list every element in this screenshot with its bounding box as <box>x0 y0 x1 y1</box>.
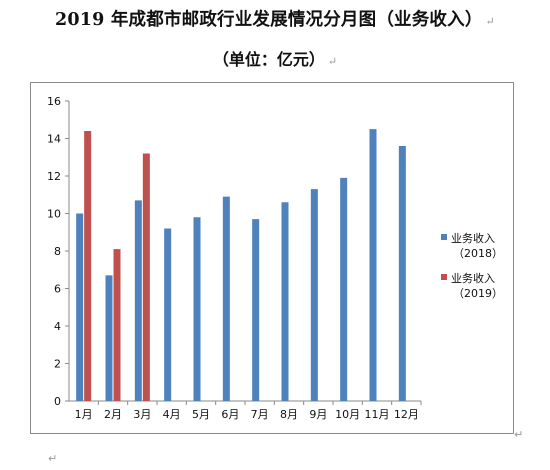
bar-series-2018 <box>310 189 318 401</box>
y-tick-label: 16 <box>47 95 61 108</box>
x-tick-label: 1月 <box>75 408 93 421</box>
chart-frame: 0 2 4 6 8 10 12 14 16 1月 2月 3月 4月 5月 6月 7月 8月 9月 10月 11月 12月… <box>30 82 514 434</box>
bar-chart: 0 2 4 6 8 10 12 14 16 1月 2月 3月 4月 5月 6月 7月 8月 9月 10月 11月 12月… <box>47 95 503 421</box>
bar-series-2018 <box>164 228 172 401</box>
x-tick-label: 8月 <box>280 408 298 421</box>
legend-swatch <box>441 234 447 240</box>
x-tick-label: 9月 <box>309 408 327 421</box>
bar-series-2019 <box>142 153 150 401</box>
x-tick-label: 4月 <box>163 408 181 421</box>
bar-series-2019 <box>113 249 121 401</box>
legend-label: （2018） <box>453 247 503 260</box>
bar-series-2018 <box>340 177 348 401</box>
y-tick-label: 0 <box>54 395 61 408</box>
y-tick-label: 12 <box>47 170 61 183</box>
bar-series-2018 <box>222 196 230 401</box>
bar-series-2018 <box>281 202 289 401</box>
bar-series-2018 <box>398 146 406 401</box>
unit-subtitle-text: （单位：亿元） <box>212 50 325 69</box>
legend-swatch <box>441 274 447 280</box>
y-tick-label: 10 <box>47 208 61 221</box>
paragraph-mark-icon: ↵ <box>485 15 495 28</box>
paragraph-mark-icon: ↵ <box>48 452 58 465</box>
x-tick-label: 11月 <box>365 408 390 421</box>
bar-series-2018 <box>105 275 113 401</box>
bar-series-2018 <box>252 219 260 401</box>
x-tick-label: 5月 <box>192 408 210 421</box>
legend-label: 业务收入 <box>451 271 495 285</box>
chart-title: 2019 年成都市邮政行业发展情况分月图（业务收入） ↵ <box>0 6 550 31</box>
y-tick-label: 14 <box>47 133 61 146</box>
x-tick-label: 3月 <box>133 408 151 421</box>
x-tick-label: 7月 <box>251 408 269 421</box>
x-tick-label: 12月 <box>394 408 419 421</box>
unit-subtitle: （单位：亿元） ↵ <box>0 46 550 70</box>
legend-label: （2019） <box>453 287 503 300</box>
bar-series-2018 <box>193 217 201 401</box>
legend-label: 业务收入 <box>451 231 495 245</box>
paragraph-mark-icon: ↵ <box>514 428 524 441</box>
bar-series-2018 <box>134 200 142 401</box>
bar-series-2018 <box>76 213 84 401</box>
x-tick-label: 2月 <box>104 408 122 421</box>
y-tick-label: 2 <box>54 358 61 371</box>
bar-series-2019 <box>84 131 92 401</box>
x-tick-label: 10月 <box>335 408 360 421</box>
paragraph-mark-icon: ↵ <box>327 55 338 68</box>
y-tick-label: 4 <box>54 320 61 333</box>
x-tick-label: 6月 <box>221 408 239 421</box>
bar-series-2018 <box>369 129 377 401</box>
y-tick-label: 8 <box>54 245 61 258</box>
y-tick-label: 6 <box>54 283 61 296</box>
chart-title-text: 2019 年成都市邮政行业发展情况分月图（业务收入） <box>55 10 483 30</box>
